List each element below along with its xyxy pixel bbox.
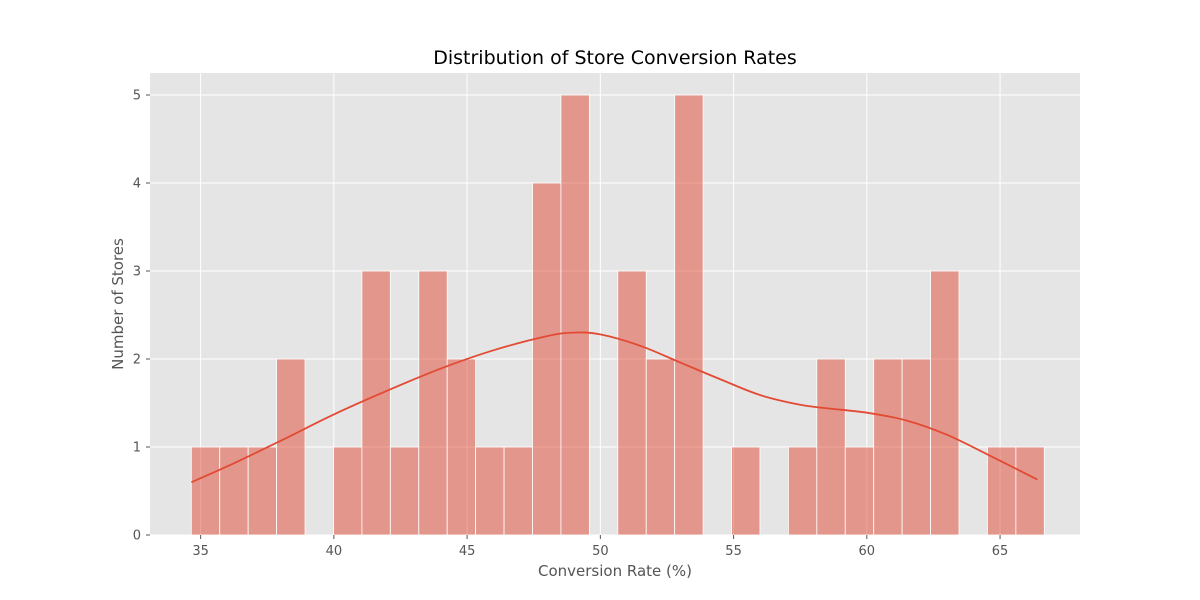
histogram-bar <box>503 446 533 536</box>
y-tick-label: 1 <box>133 441 141 456</box>
y-tick-label: 4 <box>133 177 141 192</box>
histogram-bar <box>787 446 818 536</box>
histogram-bar <box>930 270 960 536</box>
x-tick-label: 45 <box>459 544 476 559</box>
kde-curve <box>190 331 1038 484</box>
chart-title: Distribution of Store Conversion Rates <box>433 47 797 69</box>
histogram-bar <box>731 446 761 536</box>
histogram-bar <box>247 446 278 536</box>
x-axis-label: Conversion Rate (%) <box>538 562 692 580</box>
histogram-bar <box>617 270 647 536</box>
y-axis-label: Number of Stores <box>109 238 127 370</box>
histogram-bars <box>190 94 1045 536</box>
histogram-bar <box>1015 446 1045 536</box>
histogram-bar <box>560 94 590 536</box>
x-tick-label: 60 <box>859 544 876 559</box>
histogram-bar <box>901 358 931 536</box>
x-tick-label: 40 <box>326 544 343 559</box>
histogram-bar <box>446 358 477 536</box>
y-tick-label: 3 <box>133 265 141 280</box>
x-tick-label: 55 <box>725 544 742 559</box>
histogram-bar <box>389 446 420 536</box>
y-tick-label: 0 <box>133 529 141 544</box>
x-tick-label: 50 <box>592 544 609 559</box>
histogram-bar <box>645 358 676 536</box>
y-tick-label: 2 <box>133 353 141 368</box>
histogram-bar <box>987 446 1017 536</box>
histogram-bar <box>219 446 249 536</box>
histogram-bar <box>873 358 903 536</box>
histogram-bar <box>674 94 704 536</box>
histogram-bar <box>418 270 448 536</box>
histogram-bar <box>816 358 846 536</box>
histogram-bar <box>475 446 505 536</box>
histogram-bar <box>532 182 562 536</box>
histogram-bar <box>276 358 306 536</box>
histogram-bar <box>333 446 363 536</box>
y-tick-label: 5 <box>133 89 141 104</box>
histogram-bar <box>844 446 875 536</box>
x-tick-label: 65 <box>992 544 1009 559</box>
histogram-bar <box>361 270 391 536</box>
histogram-bar <box>190 446 221 536</box>
x-tick-label: 35 <box>192 544 209 559</box>
